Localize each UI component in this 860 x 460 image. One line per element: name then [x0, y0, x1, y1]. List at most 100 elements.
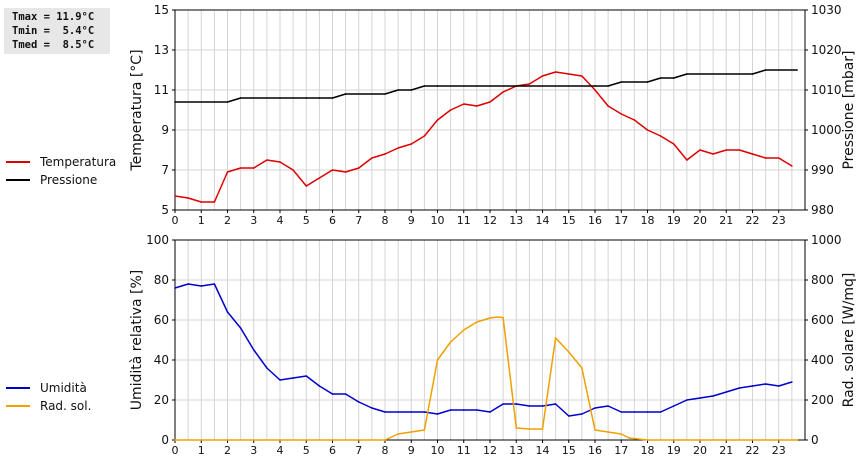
temp-pressure-series-pressione-point: [423, 85, 426, 87]
humidity-radiation-ylabel: Umidità relativa [%]: [129, 270, 145, 411]
temp-pressure-series-temperatura-point: [397, 147, 399, 149]
humidity-radiation-series-rad-sol-point: [646, 439, 649, 441]
humidity-radiation-series-umidit-point: [187, 283, 189, 285]
humidity-radiation-series-umidit-point: [279, 379, 281, 381]
stats-tmax: Tmax = 11.9°C: [12, 11, 95, 23]
humidity-radiation-series-umidit-point: [449, 409, 452, 411]
humidity-radiation-series-rad-sol-point: [607, 431, 609, 433]
temp-pressure-xtick-label: 2: [224, 214, 231, 227]
temp-pressure-y2tick-label: 1030: [811, 3, 842, 17]
temp-pressure-series-temperatura-point: [791, 165, 793, 167]
humidity-radiation-series-umidit-point: [738, 387, 741, 389]
temp-pressure-y2label: Pressione [mbar]: [841, 50, 857, 169]
humidity-radiation-series-umidit-point: [620, 411, 623, 413]
humidity-radiation-xtick-label: 1: [198, 444, 205, 457]
temp-pressure-series-pressione-point: [620, 81, 623, 83]
humidity-radiation-series-umidit-point: [252, 349, 255, 351]
temp-pressure-ytick-label: 13: [154, 43, 169, 57]
legend-item-pressione: Pressione: [6, 171, 116, 189]
temp-pressure-ytick-label: 7: [161, 163, 169, 177]
temp-pressure-series-pressione-point: [318, 97, 321, 99]
temp-pressure-xtick-label: 4: [277, 214, 284, 227]
humidity-radiation-xtick-label: 22: [746, 444, 760, 457]
temp-pressure-y2tick-label: 990: [811, 163, 834, 177]
legend-swatch-temperatura: [6, 161, 30, 163]
temp-pressure-series-temperatura-point: [462, 103, 465, 105]
legend-label-rad-sol: Rad. sol.: [40, 399, 92, 413]
temp-pressure-xtick-label: 18: [641, 214, 655, 227]
legend-item-rad-sol: Rad. sol.: [6, 397, 91, 415]
humidity-radiation-xtick-label: 17: [614, 444, 628, 457]
humidity-radiation-xtick-label: 21: [719, 444, 733, 457]
humidity-radiation-xtick-label: 13: [509, 444, 523, 457]
temp-pressure-series-temperatura-point: [567, 73, 570, 75]
humidity-radiation-series-rad-sol-point: [410, 431, 413, 433]
humidity-radiation-series-rad-sol-point: [567, 351, 570, 353]
temp-pressure-series-temperatura-point: [686, 159, 688, 161]
legend-swatch-pressione: [6, 179, 30, 181]
humidity-radiation-series-umidit-point: [318, 385, 321, 387]
humidity-radiation-series-umidit-line: [174, 283, 793, 417]
temp-pressure-xtick-label: 14: [536, 214, 550, 227]
humidity-radiation-series-umidit-point: [633, 411, 636, 413]
temp-pressure-series-temperatura-point: [764, 157, 767, 159]
humidity-radiation-series-rad-sol-point: [628, 437, 630, 439]
temp-pressure-series-pressione-point: [607, 85, 609, 87]
humidity-radiation-series-umidit-point: [541, 405, 544, 407]
temp-pressure-series-pressione-point: [174, 101, 176, 103]
humidity-radiation-y2tick-label: 1000: [811, 233, 842, 247]
humidity-radiation-series-umidit-point: [200, 285, 203, 287]
temp-pressure-xtick-label: 19: [667, 214, 681, 227]
temp-pressure-series-temperatura-point: [672, 143, 675, 145]
temp-pressure-xtick-label: 20: [693, 214, 707, 227]
temp-pressure-series-pressione-point: [344, 93, 347, 95]
humidity-radiation-series-umidit-point: [357, 401, 360, 403]
humidity-radiation-series-rad-sol-point: [436, 359, 439, 361]
humidity-radiation-series-umidit-point: [462, 409, 465, 411]
temp-pressure-series-temperatura-point: [266, 159, 268, 161]
humidity-radiation-series-rad-sol-point: [541, 428, 544, 430]
temp-pressure-xtick-label: 5: [303, 214, 310, 227]
humidity-radiation-ytick-label: 100: [146, 233, 169, 247]
humidity-radiation-series-umidit-point: [371, 407, 373, 409]
temp-pressure-series-temperatura-point: [252, 167, 255, 169]
temp-pressure-series-pressione-point: [397, 89, 399, 91]
humidity-radiation-series-umidit-point: [397, 411, 399, 413]
temp-pressure-xtick-label: 8: [382, 214, 389, 227]
temp-pressure-series-temperatura-point: [279, 161, 281, 163]
temp-pressure-xtick-label: 13: [509, 214, 523, 227]
temp-pressure-series-pressione-point: [672, 77, 675, 79]
humidity-radiation-ytick-label: 0: [161, 433, 169, 447]
humidity-radiation-series-rad-sol-point: [620, 433, 623, 435]
temp-pressure-series-pressione-point: [751, 73, 754, 75]
temp-pressure-series-temperatura-point: [410, 143, 413, 145]
humidity-radiation-series-umidit-point: [699, 397, 701, 399]
humidity-radiation-series-umidit-point: [239, 327, 242, 329]
legend-item-temperatura: Temperatura: [6, 153, 116, 171]
temp-pressure-series-temperatura-point: [423, 135, 426, 137]
humidity-radiation-series-umidit-point: [672, 405, 675, 407]
stats-tmin: Tmin = 5.4°C: [12, 25, 95, 37]
temp-pressure-y2tick-label: 980: [811, 203, 834, 217]
temp-pressure-series-pressione-point: [410, 89, 413, 91]
humidity-radiation-series-umidit-point: [791, 381, 793, 383]
humidity-radiation-y2tick-label: 800: [811, 273, 834, 287]
temp-pressure-series-temperatura-point: [344, 171, 347, 173]
temp-pressure-series-temperatura-point: [371, 157, 373, 159]
humidity-radiation-series-umidit-point: [646, 411, 649, 413]
humidity-radiation-xtick-label: 6: [329, 444, 336, 457]
temp-pressure-y2tick-label: 1010: [811, 83, 842, 97]
humidity-radiation-xtick-label: 20: [693, 444, 707, 457]
stats-tmed: Tmed = 8.5°C: [12, 39, 95, 51]
humidity-radiation-series-umidit-point: [384, 411, 386, 413]
temp-pressure-series-temperatura-point: [699, 149, 701, 151]
temp-pressure-series-pressione-point: [796, 69, 798, 71]
humidity-radiation-series-umidit-point: [331, 393, 334, 395]
humidity-radiation-ytick-label: 60: [154, 313, 169, 327]
stats-box: Tmax = 11.9°C Tmin = 5.4°C Tmed = 8.5°C: [4, 8, 110, 54]
humidity-radiation-y2tick-label: 0: [811, 433, 819, 447]
temp-pressure-series-temperatura-point: [594, 89, 596, 91]
humidity-radiation-series-umidit-point: [777, 385, 780, 387]
humidity-radiation-ytick-label: 80: [154, 273, 169, 287]
legend-item-umidita: Umidità: [6, 379, 91, 397]
